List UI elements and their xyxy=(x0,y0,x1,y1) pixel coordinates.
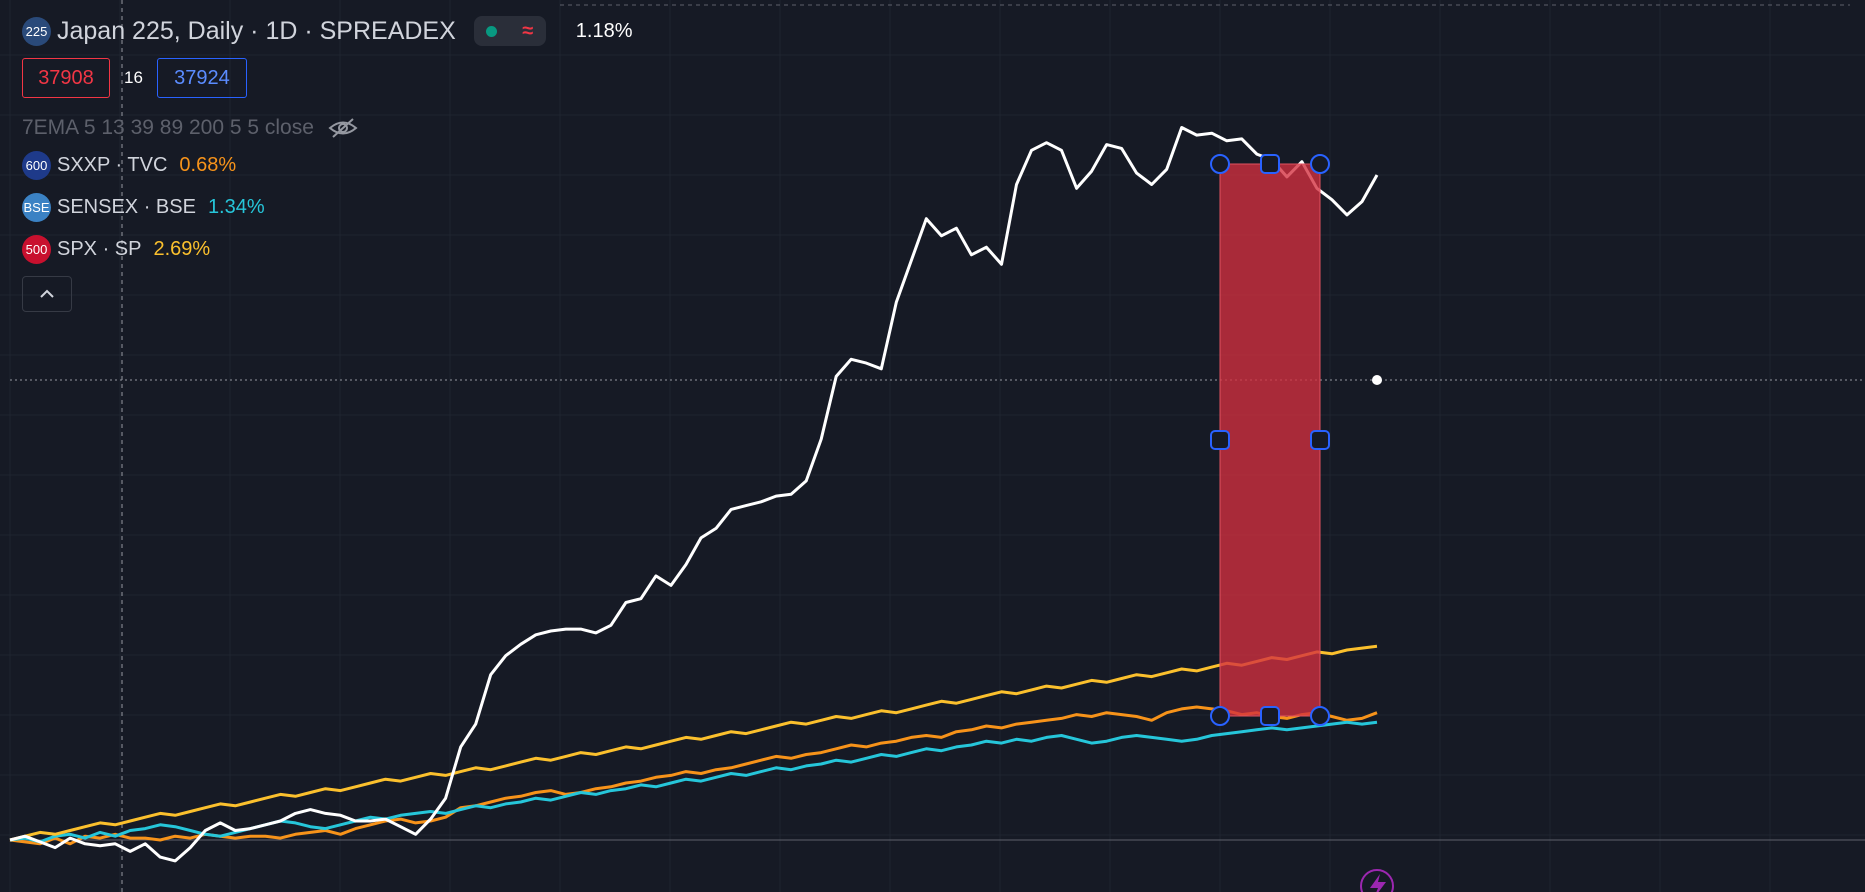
chart-legend: 225 Japan 225, Daily · 1D · SPREADEX ≈ 1… xyxy=(22,14,633,312)
resize-handle[interactable] xyxy=(1210,154,1230,174)
resize-handle[interactable] xyxy=(1260,706,1280,726)
symbol-title[interactable]: Japan 225, Daily · 1D · SPREADEX xyxy=(57,16,456,45)
series-line-japan-225[interactable] xyxy=(9,126,1379,863)
comparison-change: 2.69% xyxy=(153,237,211,260)
series-line-sensex-bse[interactable] xyxy=(9,720,1378,844)
comparison-row-spx[interactable]: 500 SPX · SP 2.69% xyxy=(22,228,633,270)
comparison-name: SPX · SP xyxy=(57,237,142,260)
lightning-icon[interactable] xyxy=(1360,869,1394,892)
last-value-dot xyxy=(1372,375,1382,385)
resize-handle[interactable] xyxy=(1260,154,1280,174)
green-dot-icon xyxy=(486,25,498,37)
collapse-legend-button[interactable] xyxy=(22,276,72,312)
indicator-row[interactable]: 7EMA 5 13 39 89 200 5 5 close xyxy=(22,112,633,144)
bid-price-button[interactable]: 37908 xyxy=(22,58,110,98)
highlight-rectangle[interactable] xyxy=(1219,163,1321,717)
market-status-pill[interactable]: ≈ xyxy=(473,16,546,46)
sensex-badge: BSE xyxy=(22,192,51,222)
chevron-up-icon xyxy=(40,289,54,298)
comparison-row-sxxp[interactable]: 600 SXXP · TVC 0.68% xyxy=(22,144,633,186)
comparison-change: 0.68% xyxy=(179,153,237,176)
rectangle-handles[interactable] xyxy=(1210,154,1330,726)
eye-off-icon[interactable] xyxy=(328,116,358,140)
ask-price-button[interactable]: 37924 xyxy=(156,58,247,98)
resize-handle[interactable] xyxy=(1210,430,1230,450)
spx-badge: 500 xyxy=(22,234,51,264)
main-change: 1.18% xyxy=(575,19,633,42)
title-row: 225 Japan 225, Daily · 1D · SPREADEX ≈ 1… xyxy=(22,14,633,48)
spread-value: 16 xyxy=(124,68,143,87)
sxxp-badge: 600 xyxy=(22,150,51,180)
series-line-sxxp-tvc[interactable] xyxy=(9,705,1378,846)
approx-wave-icon: ≈ xyxy=(522,19,534,42)
symbol-badge[interactable]: 225 xyxy=(22,16,51,46)
comparison-row-sensex[interactable]: BSE SENSEX · BSE 1.34% xyxy=(22,186,633,228)
comparison-change: 1.34% xyxy=(207,195,265,218)
comparison-name: SENSEX · BSE xyxy=(57,195,196,218)
comparison-name: SXXP · TVC xyxy=(57,153,168,176)
resize-handle[interactable] xyxy=(1210,706,1230,726)
resize-handle[interactable] xyxy=(1310,430,1330,450)
resize-handle[interactable] xyxy=(1310,154,1330,174)
series-layer xyxy=(9,126,1379,863)
series-line-spx-sp[interactable] xyxy=(9,644,1378,842)
resize-handle[interactable] xyxy=(1310,706,1330,726)
indicator-label[interactable]: 7EMA 5 13 39 89 200 5 5 close xyxy=(22,116,314,139)
price-row: 37908 16 37924 xyxy=(22,58,633,98)
